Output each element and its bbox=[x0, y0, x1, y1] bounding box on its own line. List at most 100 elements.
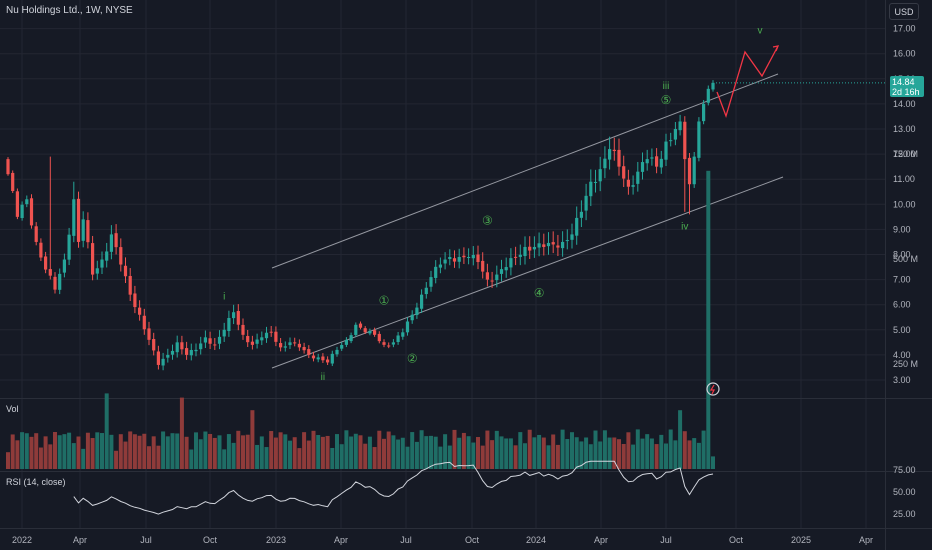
candle-body bbox=[344, 339, 348, 345]
candle-body bbox=[358, 323, 363, 328]
price-axis-label: 6.00 bbox=[893, 300, 911, 310]
candle-body bbox=[128, 275, 132, 295]
volume-bar bbox=[137, 435, 142, 469]
candle-body bbox=[260, 337, 264, 341]
candle-body bbox=[523, 246, 527, 257]
volume-bar bbox=[147, 446, 151, 469]
projection-arrowhead bbox=[772, 45, 780, 52]
time-axis-label: Apr bbox=[73, 535, 87, 545]
volume-bar bbox=[114, 450, 119, 469]
candle-body bbox=[114, 233, 118, 248]
volume-bar bbox=[518, 432, 523, 469]
candle-body bbox=[293, 342, 297, 344]
volume-bar bbox=[109, 434, 114, 469]
volume-bar bbox=[38, 447, 43, 469]
candle-body bbox=[6, 159, 10, 175]
volume-bar bbox=[438, 446, 443, 469]
volume-axis-label: 250 M bbox=[893, 359, 918, 369]
price-axis-label: 11.00 bbox=[893, 174, 915, 184]
candle-body bbox=[424, 287, 428, 295]
volume-bar bbox=[668, 429, 673, 469]
candle-body bbox=[213, 344, 217, 346]
volume-bar bbox=[598, 441, 603, 469]
candle-body bbox=[405, 321, 410, 333]
volume-bar bbox=[574, 437, 579, 469]
symbol-title[interactable]: Nu Holdings Ltd., 1W, NYSE bbox=[6, 5, 133, 16]
candle-body bbox=[509, 258, 513, 268]
candle-body bbox=[227, 318, 231, 332]
candle-body bbox=[622, 166, 626, 179]
candle-body bbox=[608, 149, 612, 160]
volume-bar bbox=[461, 432, 466, 469]
price-axis-label: 8.00 bbox=[893, 250, 911, 260]
lightning-icon bbox=[706, 382, 720, 396]
volume-bar bbox=[255, 444, 260, 469]
volume-bar bbox=[156, 445, 161, 469]
time-axis-label: 2023 bbox=[266, 535, 286, 545]
volume-bar bbox=[471, 442, 476, 469]
candle-body bbox=[189, 350, 193, 356]
volume-bar bbox=[692, 438, 697, 469]
candle-body bbox=[598, 169, 602, 182]
candle-body bbox=[448, 257, 452, 260]
volume-bar bbox=[476, 437, 480, 469]
candle-body bbox=[161, 358, 165, 366]
currency-button[interactable]: USD bbox=[889, 3, 919, 20]
volume-bar bbox=[621, 443, 626, 469]
candle-body bbox=[382, 342, 386, 345]
wave-label: v bbox=[758, 26, 763, 37]
rsi-line bbox=[73, 460, 714, 515]
candle-body bbox=[655, 156, 659, 167]
candle-body bbox=[514, 256, 518, 258]
volume-bar bbox=[165, 436, 170, 469]
rsi-axis-label: 75.00 bbox=[893, 465, 916, 475]
candle-body bbox=[669, 140, 673, 142]
candle-body bbox=[222, 329, 226, 337]
candle-body bbox=[438, 264, 442, 268]
candle-body bbox=[683, 121, 687, 160]
candle-body bbox=[354, 324, 358, 335]
volume-bar bbox=[264, 447, 269, 469]
volume-bar bbox=[711, 456, 715, 469]
volume-axis-label: 750 M bbox=[893, 149, 918, 159]
candle-body bbox=[48, 269, 52, 276]
volume-bar bbox=[259, 436, 264, 469]
volume-bar bbox=[34, 433, 39, 469]
volume-bar bbox=[269, 431, 274, 469]
candle-body bbox=[391, 342, 395, 345]
candle-body bbox=[636, 171, 640, 184]
volume-bar bbox=[6, 452, 10, 469]
candle-body bbox=[133, 293, 137, 308]
candle-body bbox=[58, 273, 62, 290]
candle-body bbox=[617, 149, 621, 167]
volume-bar bbox=[20, 432, 25, 469]
candle-body bbox=[443, 259, 447, 264]
volume-bar bbox=[654, 444, 659, 469]
volume-bar bbox=[664, 443, 668, 469]
candle-body bbox=[311, 355, 316, 359]
alert-bolt-button[interactable] bbox=[706, 382, 720, 396]
candle-body bbox=[100, 259, 104, 268]
volume-bar bbox=[673, 440, 678, 469]
volume-bar bbox=[297, 448, 302, 469]
candle-body bbox=[170, 350, 175, 355]
candle-body bbox=[561, 241, 565, 249]
time-axis-label: Oct bbox=[729, 535, 744, 545]
candle-body bbox=[495, 274, 499, 281]
candle-body bbox=[208, 338, 212, 344]
volume-bar bbox=[626, 432, 631, 469]
rsi-axis-label: 50.00 bbox=[893, 487, 916, 497]
time-axis-label: Jul bbox=[140, 535, 152, 545]
candle-body bbox=[659, 158, 663, 168]
volume-pane-label[interactable]: Vol bbox=[6, 404, 19, 414]
rsi-pane-label[interactable]: RSI (14, close) bbox=[6, 477, 66, 487]
candle-body bbox=[34, 226, 38, 242]
volume-bar bbox=[250, 410, 255, 469]
volume-bar bbox=[490, 440, 495, 469]
candle-body bbox=[175, 342, 179, 353]
candle-body bbox=[485, 272, 489, 280]
candle-body bbox=[86, 220, 90, 243]
price-axis-label: 12.00 bbox=[893, 149, 916, 159]
candle-body bbox=[241, 324, 245, 335]
